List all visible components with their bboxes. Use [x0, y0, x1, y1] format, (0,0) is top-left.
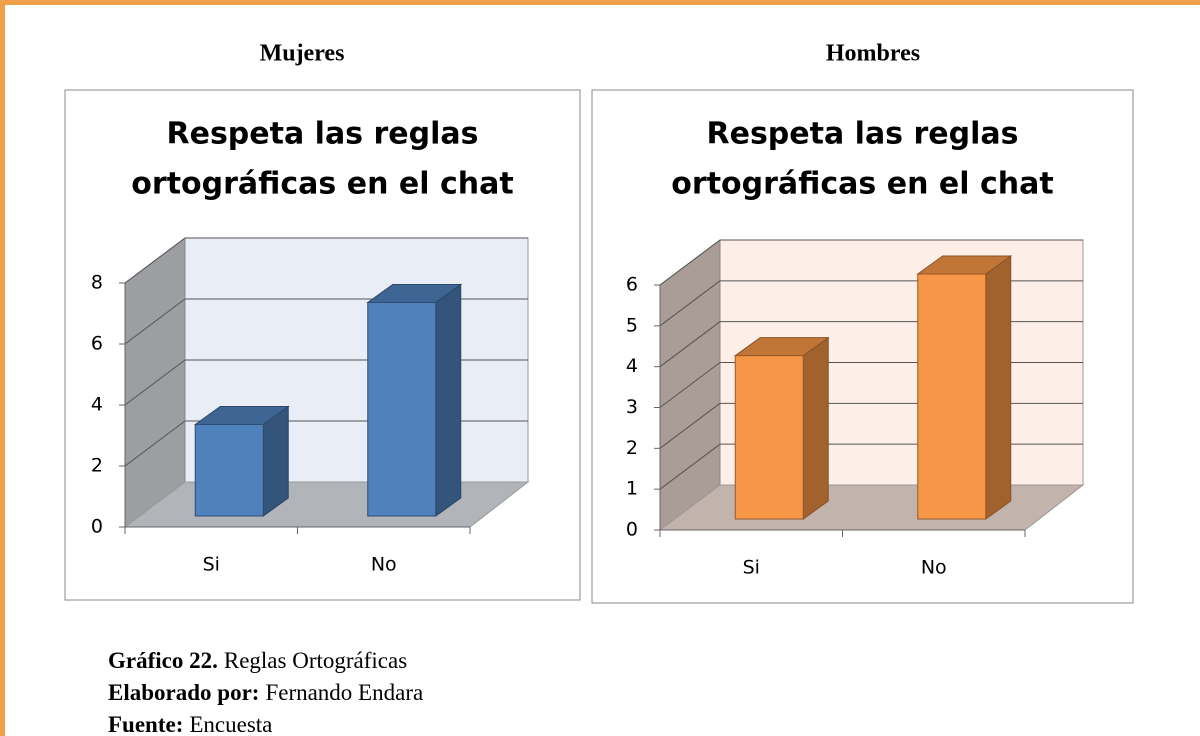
border-top	[0, 0, 1200, 5]
grid-line	[659, 362, 721, 408]
x-tick-label: Si	[743, 557, 760, 579]
y-tick-label: 2	[626, 437, 638, 459]
caption-label: Elaborado por:	[108, 680, 259, 705]
bar-side	[802, 336, 829, 520]
grid-line	[124, 420, 186, 467]
caption-text: Encuesta	[189, 712, 272, 736]
caption-text: Reglas Ortográficas	[224, 648, 407, 673]
y-tick-label: 5	[626, 314, 638, 336]
y-tick-label: 6	[626, 274, 638, 296]
bar-side	[985, 255, 1012, 520]
caption-line: Elaborado por: Fernando Endara	[108, 680, 423, 705]
grid-line	[659, 280, 721, 327]
bar-side	[435, 283, 462, 517]
x-tick-label: No	[921, 557, 947, 579]
y-tick-label: 4	[91, 394, 103, 416]
grid-line	[659, 402, 721, 449]
bar	[917, 273, 987, 520]
y-tick-label: 8	[91, 272, 103, 294]
chart-heading: Mujeres	[260, 41, 345, 67]
y-tick-label: 0	[626, 519, 638, 541]
caption-line: Fuente: Encuesta	[108, 712, 272, 736]
bar	[194, 424, 264, 517]
chart-title: ortográficas en el chat	[671, 167, 1053, 202]
caption-line: Gráfico 22. Reglas Ortográficas	[108, 648, 407, 673]
chart-title: ortográficas en el chat	[131, 167, 513, 202]
floor	[123, 481, 530, 528]
bar	[734, 355, 804, 520]
caption-text: Fernando Endara	[265, 680, 423, 705]
chart-title: Respeta las reglas	[167, 117, 479, 152]
chart-heading: Hombres	[826, 41, 920, 67]
x-tick-label: No	[371, 554, 397, 576]
y-tick-label: 6	[91, 333, 103, 355]
y-tick-label: 0	[91, 516, 103, 538]
y-tick-label: 4	[626, 355, 638, 377]
grid-line	[124, 237, 186, 284]
bar-side	[262, 405, 289, 517]
caption-label: Fuente:	[108, 712, 183, 736]
bar	[367, 302, 437, 517]
caption-label: Gráfico 22.	[108, 648, 218, 673]
grid-line	[124, 359, 186, 406]
y-tick-label: 2	[91, 455, 103, 477]
border-left	[0, 0, 5, 736]
grid-line	[659, 321, 721, 368]
y-tick-label: 1	[626, 478, 638, 500]
grid-line	[124, 298, 186, 345]
chart-title: Respeta las reglas	[707, 117, 1019, 152]
x-tick-label: Si	[203, 554, 220, 576]
y-tick-label: 3	[626, 396, 638, 418]
floor	[658, 484, 1085, 531]
grid-line	[659, 239, 721, 286]
grid-line	[659, 443, 721, 490]
